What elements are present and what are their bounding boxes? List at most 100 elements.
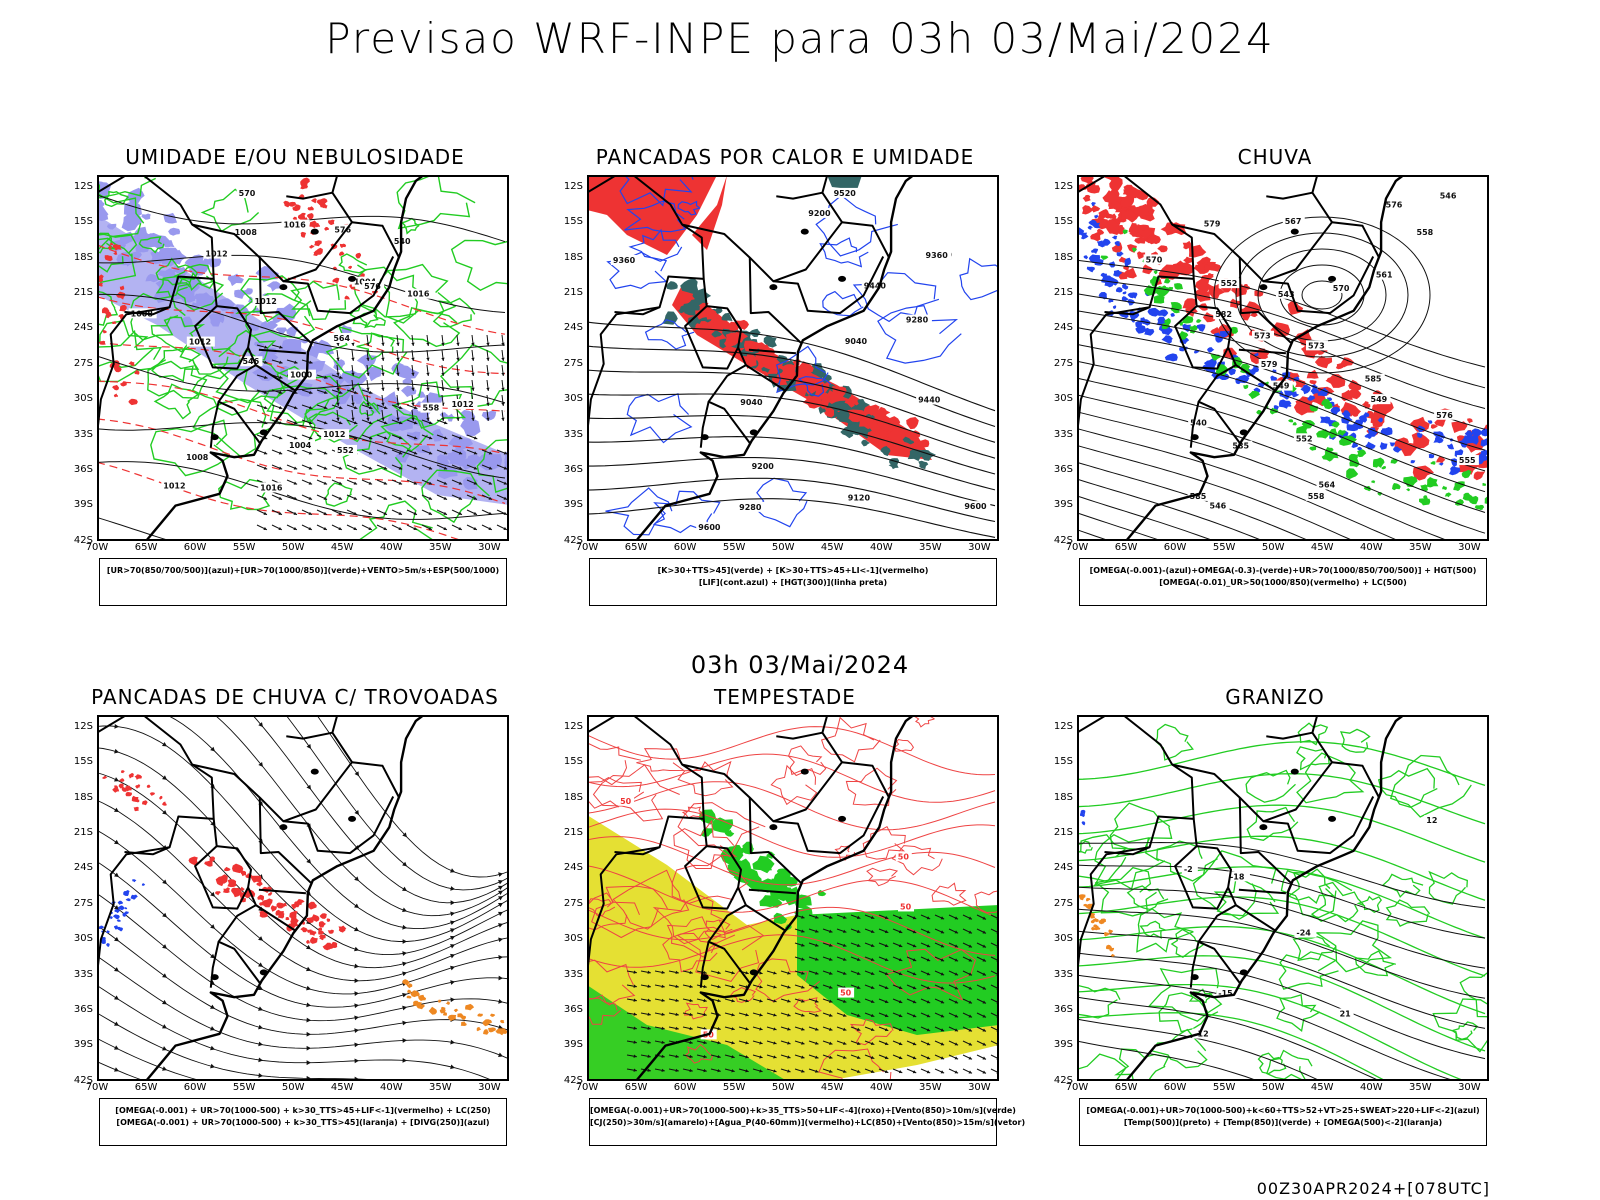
streamline-arrow [354,1015,359,1021]
field-blob [98,925,105,930]
contour-line [652,894,725,945]
wind-arrowhead [366,417,370,421]
contour-label: 1000 [290,371,313,380]
legend-line: [UR>70(850/700/500)](azul)+[UR>70(1000/8… [106,566,500,575]
contour-label: 9600 [964,502,987,511]
contour-label-bg [1188,417,1211,428]
lon-tick-label: 55W [722,1082,746,1093]
contour-line [587,393,996,459]
streamline-arrow [498,975,503,981]
lake [1239,969,1248,976]
contour-line [1213,216,1431,374]
wind-arrowhead [745,1041,749,1045]
legend-line: [Temp(500)](preto) + [Temp(850)](verde) … [1123,1118,1443,1127]
field-blob [888,461,899,470]
lon-tick-label: 65W [1114,542,1138,553]
lat-tick-label: 30S [1053,933,1073,945]
state-border [351,761,400,799]
contour-label: 50 [900,902,912,911]
lake [700,974,709,981]
contour-line [97,233,138,284]
wind-arrowhead [441,387,445,391]
streamline-arrow [114,995,119,1000]
lat-tick-label: 33S [1053,428,1073,440]
contour-line [820,716,881,763]
field-blob [1476,458,1489,469]
wind-arrowhead [731,1055,735,1059]
contour-line [1077,996,1382,1081]
field-blob [1117,228,1125,235]
wind-arrowhead [411,357,415,361]
streamline-arrow [498,911,503,917]
contour-line [1077,343,1486,472]
field-blob [1453,485,1460,491]
field-blob [1103,932,1110,937]
lon-tick-label: 55W [1212,542,1236,553]
streamline-arrow [354,1058,359,1064]
wind-arrowhead [279,360,283,364]
streamline-arrow [450,997,455,1003]
wind-arrowhead [413,526,417,530]
field-blob [232,863,244,874]
contour-line [587,808,996,858]
field-blob [1470,435,1479,442]
contour-line [662,932,718,973]
wind-arrowhead [501,357,505,361]
field-blob [102,329,107,334]
field-blob [1078,894,1086,901]
state-border [1238,348,1286,355]
lake [259,429,268,436]
wind-arrowhead [413,466,418,470]
state-border [841,221,890,259]
field-blob [252,365,278,382]
field-blob [1349,388,1362,400]
field-blob [413,1000,421,1006]
field-blob [1088,254,1101,264]
contour-line [97,341,506,412]
field-blob [1134,237,1146,244]
state-border [194,305,249,370]
contour-label-bg [240,356,263,367]
streamline-arrow [354,876,359,882]
wind-arrowhead [870,1041,875,1046]
wind-arrowhead [473,436,478,440]
wind-arrowhead [443,451,448,455]
streamline-arrow [354,946,359,952]
field-blob [356,354,378,368]
wind-arrowhead [503,481,508,485]
contour-label-bg [696,522,725,533]
wind-arrowhead [675,1054,679,1059]
field-blob [1357,446,1363,451]
streamline-arrow [162,1024,167,1029]
wind-arrowhead [647,970,651,974]
field-blob [276,902,285,909]
field-blob [836,409,851,423]
contour-label-bg [916,394,945,405]
contour-line [587,906,996,956]
lat-tick-label: 42S [563,534,583,546]
wind-arrowhead [870,915,875,920]
wind-arrowhead [323,405,328,410]
field-blob [1147,234,1159,245]
wind-arrowhead [633,1068,637,1072]
wind-arrowhead [842,929,847,933]
wind-arrowhead [308,466,313,470]
contour-line [624,200,687,233]
wind-arrowhead [898,958,903,962]
contour-line [862,826,906,860]
legend-line: [K>30+TTS>45](verde) + [K>30+TTS>45+LI<-… [657,566,929,575]
legend-line: [OMEGA(-0.001) + UR>70(1000-500) + k>30_… [116,1118,490,1127]
wind-arrowhead [473,466,478,470]
field-blob [500,1019,505,1024]
wind-arrowhead [264,360,268,364]
wind-arrowhead [717,971,721,975]
wind-arrowhead [856,957,861,961]
wind-arrowhead [633,1040,637,1044]
wind-arrowhead [773,971,777,975]
wind-arrowhead [263,526,267,530]
field-blob [119,285,125,291]
state-border [283,796,395,855]
contour-label-bg [1216,988,1239,999]
contour-label: -18 [1230,872,1245,881]
contour-label: 9440 [918,396,941,405]
